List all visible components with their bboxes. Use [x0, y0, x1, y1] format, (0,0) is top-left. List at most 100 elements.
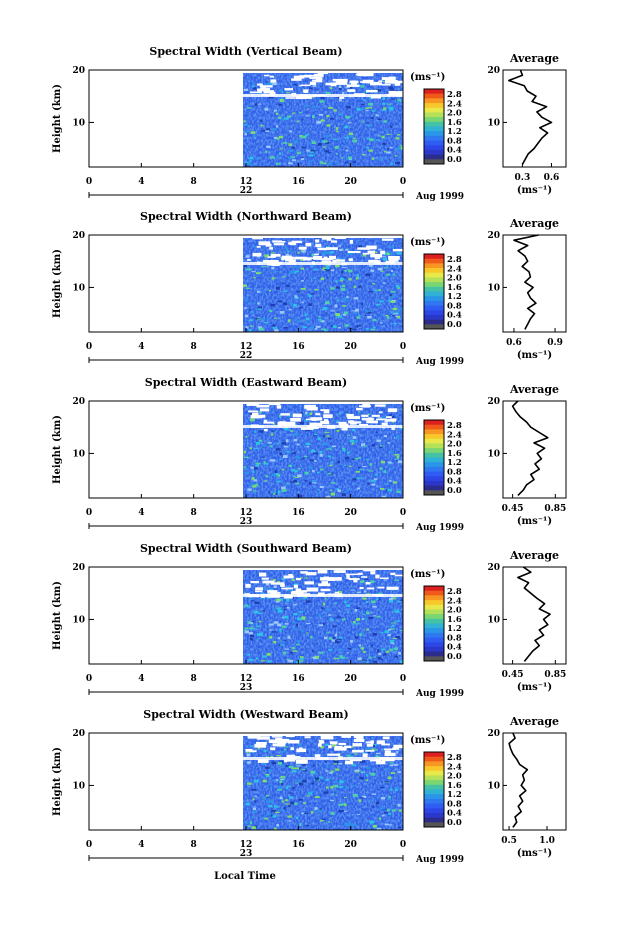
- heatmap-cell: [342, 140, 346, 142]
- heatmap-cell: [253, 246, 256, 248]
- missing-cell: [263, 74, 270, 77]
- missing-cell: [380, 250, 386, 255]
- heatmap-cell: [276, 125, 279, 128]
- missing-cell: [306, 406, 318, 411]
- heatmap-cell: [290, 481, 295, 483]
- x-tick-label: 8: [191, 342, 197, 352]
- heatmap-cell: [345, 86, 350, 89]
- heatmap-cell: [297, 120, 300, 123]
- heatmap-cell: [277, 442, 281, 444]
- missing-cell: [370, 740, 374, 744]
- heatmap-cell: [379, 300, 384, 303]
- heatmap-cell: [249, 447, 252, 450]
- heatmap-cell: [248, 302, 253, 304]
- heatmap-cell: [398, 826, 401, 829]
- heatmap-cell: [329, 772, 333, 774]
- heatmap-cell: [325, 743, 329, 746]
- heatmap-cell: [315, 778, 319, 781]
- heatmap-cell: [397, 804, 401, 807]
- heatmap-cell: [352, 785, 357, 787]
- heatmap-cell: [332, 744, 337, 747]
- missing-cell: [315, 78, 323, 83]
- avg-frame: [502, 69, 567, 168]
- heatmap-cell: [278, 414, 281, 418]
- heatmap-cell: [325, 268, 331, 272]
- heatmap-cell: [370, 328, 376, 331]
- heatmap-cell: [382, 109, 387, 112]
- heatmap-cell: [380, 658, 383, 660]
- heatmap-cell: [295, 455, 300, 458]
- heatmap-cell: [252, 585, 256, 587]
- heatmap-cell: [344, 324, 349, 327]
- heatmap-cell: [332, 770, 337, 773]
- heatmap-cell: [246, 753, 251, 757]
- heatmap-cell: [245, 255, 250, 258]
- heatmap-cell: [392, 315, 396, 317]
- missing-cell: [352, 80, 356, 83]
- heatmap-cell: [365, 273, 371, 276]
- heatmap-cell: [329, 592, 332, 595]
- heatmap-cell: [270, 303, 275, 307]
- heatmap-cell: [366, 125, 372, 127]
- heatmap-cell: [299, 457, 304, 460]
- colorbar-tick-label: 2.4: [447, 762, 462, 772]
- missing-cell: [313, 256, 323, 260]
- heatmap-cell: [279, 148, 284, 150]
- heatmap-cell: [389, 246, 394, 249]
- missing-cell: [288, 574, 293, 576]
- heatmap-cell: [366, 458, 369, 461]
- avg-frame: [502, 566, 567, 665]
- heatmap-cell: [253, 87, 257, 90]
- colorbar-tick-label: 0.0: [447, 486, 462, 496]
- heatmap-cell: [312, 765, 315, 767]
- x-axis-label: Local Time: [214, 871, 276, 882]
- colorbar-tick-label: 0.8: [447, 136, 462, 146]
- missing-cell: [361, 414, 369, 417]
- heatmap-cell: [361, 121, 365, 123]
- heatmap-cell: [285, 253, 290, 256]
- heatmap-cell: [387, 633, 391, 637]
- x-tick-label: 0: [86, 674, 92, 684]
- missing-cell: [270, 79, 277, 83]
- missing-cell: [272, 259, 277, 263]
- heatmap-cell: [378, 248, 381, 250]
- heatmap-cell: [338, 763, 343, 765]
- heatmap-cell: [398, 156, 401, 159]
- heatmap-cell: [369, 290, 373, 293]
- heatmap-cell: [331, 481, 336, 484]
- heatmap-cell: [386, 580, 389, 582]
- heatmap-cell: [314, 796, 320, 798]
- heatmap-cell: [354, 753, 358, 755]
- colorbar-segment: [424, 286, 444, 292]
- heatmap-cell: [295, 296, 299, 300]
- heatmap-cell: [327, 152, 332, 154]
- heatmap-cell: [301, 301, 304, 304]
- heatmap-cell: [266, 795, 269, 797]
- heatmap-cell: [335, 146, 339, 148]
- colorbar-tick-label: 2.8: [447, 255, 462, 265]
- heatmap-cell: [249, 745, 255, 747]
- heatmap-cell: [346, 604, 350, 608]
- heatmap-cell: [398, 252, 403, 255]
- heatmap-cell: [337, 315, 342, 318]
- colorbar-tick-label: 0.4: [447, 311, 462, 321]
- heatmap-cell: [341, 284, 346, 288]
- heatmap-cell: [282, 776, 285, 779]
- heatmap-cell: [244, 133, 247, 136]
- missing-cell: [296, 748, 306, 753]
- missing-cell: [377, 586, 385, 589]
- missing-cell: [370, 571, 376, 575]
- missing-cell: [270, 582, 282, 585]
- heatmap-cell: [390, 628, 395, 630]
- heatmap-cell: [384, 421, 388, 423]
- heatmap-cell: [254, 825, 258, 828]
- heatmap-cell: [383, 267, 388, 269]
- heatmap-cell: [336, 488, 340, 490]
- missing-cell: [361, 417, 374, 421]
- heatmap-cell: [360, 631, 364, 634]
- heatmap-cell: [245, 287, 251, 289]
- missing-cell: [388, 256, 400, 260]
- heatmap-cell: [275, 111, 279, 113]
- colorbar-segment: [424, 752, 444, 758]
- heatmap-cell: [316, 492, 321, 495]
